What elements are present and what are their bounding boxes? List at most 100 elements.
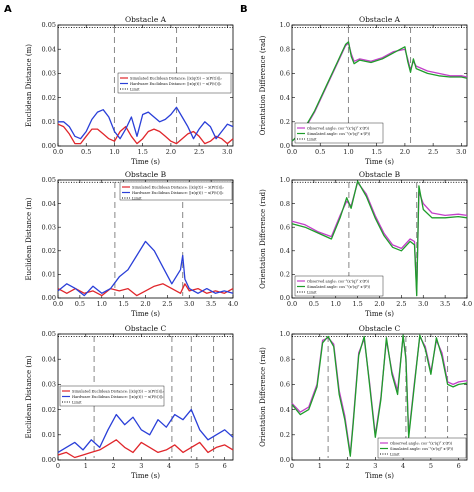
y-tick-label: 0.4 bbox=[280, 247, 290, 255]
y-tick-label: 0.0 bbox=[280, 142, 290, 150]
chart-title: Obstacle B bbox=[125, 170, 167, 179]
x-tick-label: 0.5 bbox=[309, 300, 319, 308]
chart-title: Obstacle B bbox=[359, 170, 401, 179]
plot-frame bbox=[57, 24, 234, 147]
y-axis-label: Euclidean Distance (m) bbox=[25, 355, 33, 438]
x-tick-label: 0.5 bbox=[75, 300, 85, 308]
legend-label: Simulated angle: cos⁻¹(x'(q)ᵀ x'(P)) bbox=[390, 447, 454, 451]
legend-box bbox=[294, 122, 384, 144]
y-tick-label: 1.0 bbox=[280, 176, 290, 184]
legend-box bbox=[59, 385, 165, 407]
legend-box bbox=[377, 437, 467, 459]
series-line-blue bbox=[57, 408, 234, 453]
legend-label: Simulated Euclidean Distance: ||x(q(t)) … bbox=[130, 76, 222, 80]
y-tick-label: 0.00 bbox=[42, 456, 56, 464]
x-tick-label: 3.0 bbox=[456, 148, 466, 156]
x-tick-label: 1.0 bbox=[331, 300, 341, 308]
y-tick-label: 0.6 bbox=[280, 381, 290, 389]
y-tick-label: 0.6 bbox=[280, 70, 290, 78]
x-axis-label: Time (s) bbox=[131, 158, 160, 166]
x-tick-label: 0.5 bbox=[81, 148, 91, 156]
y-tick-label: 0.02 bbox=[42, 247, 56, 255]
y-tick-label: 0.4 bbox=[280, 94, 290, 102]
legend-label: Limit bbox=[72, 400, 82, 404]
x-tick-label: 3.0 bbox=[222, 148, 232, 156]
x-tick-label: 2.5 bbox=[396, 300, 406, 308]
chart-a3: Obstacle C 0 1 2 3 4 5 6 0.00 0.01 0.02 0.03 0.04 0.0… bbox=[25, 324, 234, 480]
x-axis-label: Time (s) bbox=[365, 472, 394, 480]
legend-label: Simulated Euclidean Distance: ||x(q(t)) … bbox=[72, 389, 164, 393]
x-tick-label: 2 bbox=[111, 462, 115, 470]
x-tick-label: 2.5 bbox=[428, 148, 438, 156]
y-tick-label: 0.0 bbox=[280, 294, 290, 302]
legend-label: Limit bbox=[307, 137, 317, 141]
plot-frame bbox=[57, 333, 234, 461]
series-line-green bbox=[291, 334, 468, 457]
x-tick-label: 3.5 bbox=[206, 300, 216, 308]
x-tick-label: 2.0 bbox=[374, 300, 384, 308]
series-line-red bbox=[57, 123, 234, 145]
x-tick-label: 2.5 bbox=[162, 300, 172, 308]
legend-box bbox=[117, 72, 232, 94]
chart-b3: Obstacle C 0 1 2 3 4 5 6 0.0 0.2 0.4 0.6 0.8 1.0 Time … bbox=[259, 324, 468, 480]
y-tick-label: 0.00 bbox=[42, 294, 56, 302]
x-tick-label: 2.0 bbox=[140, 300, 150, 308]
y-tick-label: 0.04 bbox=[42, 200, 56, 208]
x-tick-label: 2.0 bbox=[400, 148, 410, 156]
charts: Obstacle A0.0 0.5 1.0 1.5 2.0 2.5 3.00.000.010… bbox=[25, 15, 472, 480]
y-tick-label: 1.0 bbox=[280, 330, 290, 338]
x-tick-label: 1.0 bbox=[109, 148, 119, 156]
x-tick-label: 1.5 bbox=[138, 148, 148, 156]
y-tick-label: 0.02 bbox=[42, 94, 56, 102]
y-axis-label: Euclidean Distance (m) bbox=[25, 44, 33, 127]
chart-b1: Obstacle A 0.0 0.5 1.0 1.5 2.0 2.5 3.0 0.0 0.2 0.4… bbox=[259, 15, 468, 166]
y-tick-label: 0.03 bbox=[42, 381, 56, 389]
x-tick-label: 3.0 bbox=[184, 300, 194, 308]
legend-label: Limit bbox=[390, 452, 400, 456]
x-axis-label: Time (s) bbox=[131, 310, 160, 318]
y-tick-label: 0.4 bbox=[280, 406, 290, 414]
chart-title: Obstacle A bbox=[359, 15, 401, 24]
chart-title: Obstacle C bbox=[125, 324, 167, 333]
x-tick-label: 1.0 bbox=[97, 300, 107, 308]
y-tick-label: 0.05 bbox=[42, 176, 56, 184]
plot-frame bbox=[291, 24, 468, 147]
x-tick-label: 2.5 bbox=[194, 148, 204, 156]
x-tick-label: 4 bbox=[167, 462, 171, 470]
chart-a2: Obstacle B 0.0 0.5 1.0 1.5 2.0 2.5 3.0 3.5 4.0 0.0… bbox=[25, 170, 238, 318]
x-tick-label: 6 bbox=[223, 462, 227, 470]
legend-label: Simulated angle: cos⁻¹(x'(q)ᵀ x'(P)) bbox=[307, 132, 371, 136]
legend-label: Hardware Euclidean Distance: ||x(q(t)) −… bbox=[132, 191, 224, 195]
y-axis-label: Orientation Difference (rad) bbox=[259, 35, 267, 135]
chart-a1: Obstacle A 0.0 0.5 1.0 1.5 2.0 2.5 3.0 0.00 0.01 0… bbox=[25, 15, 234, 166]
x-tick-label: 0.0 bbox=[53, 300, 63, 308]
legend-box bbox=[119, 181, 233, 201]
y-tick-label: 0.00 bbox=[42, 142, 56, 150]
y-tick-label: 0.05 bbox=[42, 21, 56, 29]
x-tick-label: 2 bbox=[345, 462, 349, 470]
panel-letter-a: A bbox=[4, 4, 12, 15]
x-tick-label: 1 bbox=[318, 462, 322, 470]
x-tick-label: 3 bbox=[373, 462, 377, 470]
x-tick-label: 1.0 bbox=[343, 148, 353, 156]
x-tick-label: 3.0 bbox=[418, 300, 428, 308]
x-tick-label: 5 bbox=[429, 462, 433, 470]
y-tick-label: 0.03 bbox=[42, 223, 56, 231]
legend-box bbox=[294, 275, 384, 297]
y-tick-label: 0.04 bbox=[42, 355, 56, 363]
series-line-red bbox=[57, 439, 234, 459]
x-axis-label: Time (s) bbox=[365, 310, 394, 318]
y-tick-label: 0.01 bbox=[42, 431, 56, 439]
x-axis-label: Time (s) bbox=[365, 158, 394, 166]
y-tick-label: 0.05 bbox=[42, 330, 56, 338]
y-tick-label: 0.8 bbox=[280, 45, 290, 53]
y-tick-label: 0.04 bbox=[42, 45, 56, 53]
chart-title: Obstacle A bbox=[125, 15, 167, 24]
series-line-blue bbox=[57, 240, 234, 297]
legend-label: Simulated Euclidean Distance: ||x(q(t)) … bbox=[132, 185, 224, 189]
x-axis-label: Time (s) bbox=[131, 472, 160, 480]
x-tick-label: 3 bbox=[139, 462, 143, 470]
y-tick-label: 0.2 bbox=[280, 431, 290, 439]
series-line-blue bbox=[58, 106, 234, 140]
series-line-green bbox=[291, 180, 468, 297]
